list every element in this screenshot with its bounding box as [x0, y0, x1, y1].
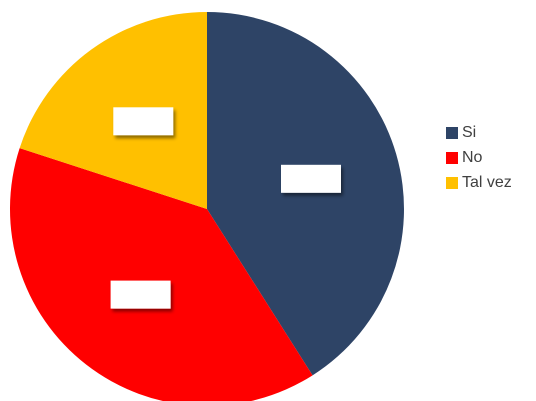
data-label-box-no: [110, 280, 171, 309]
legend-label-no: No: [462, 149, 483, 166]
data-labels: [110, 107, 341, 309]
legend-swatch-si: [446, 127, 458, 139]
data-label-no: [110, 280, 171, 309]
data-label-box-si: [281, 164, 341, 193]
legend-swatch-no: [446, 152, 458, 164]
legend-item-si: Si: [446, 122, 512, 144]
pie-slices: [10, 11, 404, 401]
data-label-tal-vez: [113, 107, 174, 136]
pie-slice-si: [207, 12, 404, 376]
data-label-si: [281, 164, 341, 193]
legend-label-si: Si: [462, 124, 477, 141]
legend: Si No Tal vez: [446, 122, 512, 194]
legend-item-no: No: [446, 147, 512, 169]
pie-slice-no: [10, 148, 313, 401]
legend-item-tal-vez: Tal vez: [446, 172, 512, 194]
legend-label-tal-vez: Tal vez: [462, 174, 512, 191]
data-label-box-tal-vez: [113, 107, 174, 136]
legend-swatch-tal-vez: [446, 177, 458, 189]
